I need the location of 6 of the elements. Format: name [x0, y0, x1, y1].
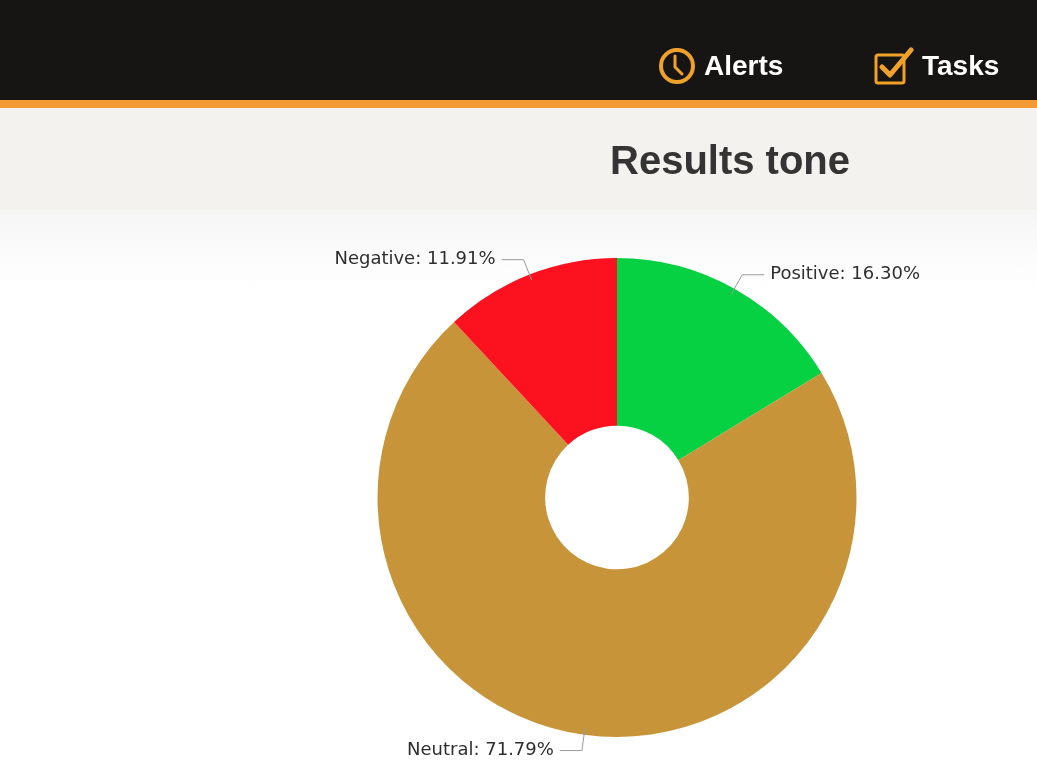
text: Alerts: [704, 49, 784, 83]
slice-label: Negative: 11.91%: [334, 247, 496, 269]
slice-label: Neutral: 71.79%: [407, 738, 554, 760]
slice-label: Positive: 16.30%: [770, 262, 921, 284]
text: Tasks: [922, 49, 1000, 83]
chart-title: Results tone: [610, 137, 851, 184]
